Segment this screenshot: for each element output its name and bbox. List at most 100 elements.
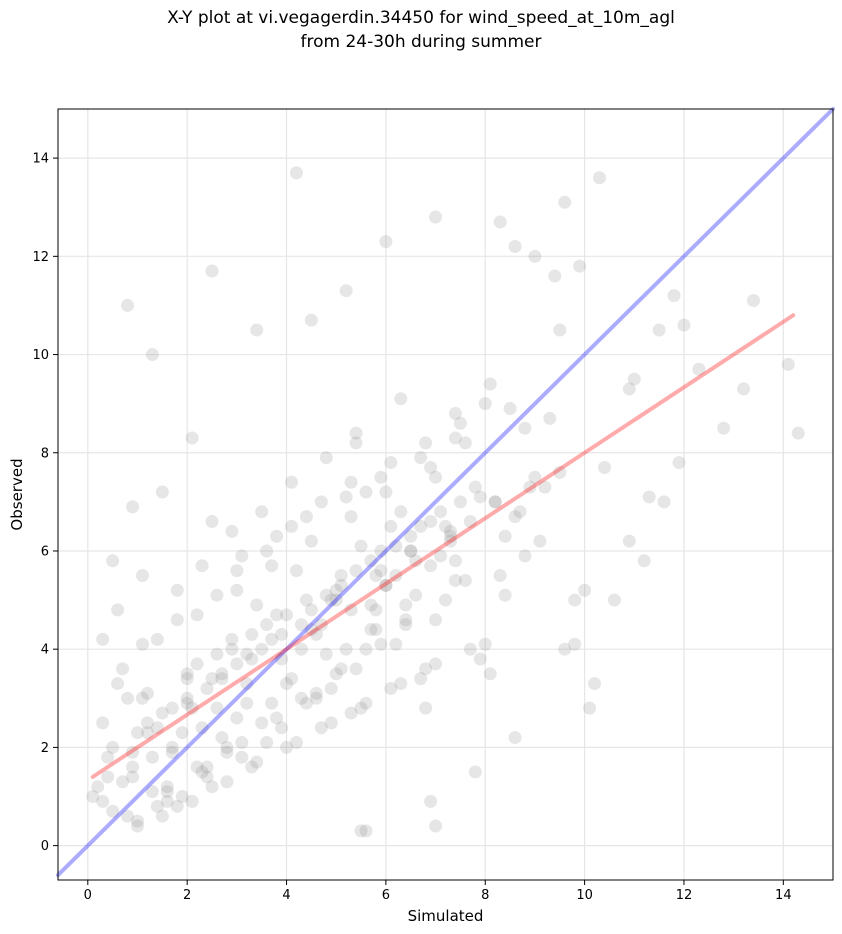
data-point: [344, 475, 358, 489]
data-point: [553, 465, 567, 479]
data-point: [652, 323, 666, 337]
data-point: [359, 485, 373, 499]
data-point: [424, 515, 438, 529]
data-point: [439, 593, 452, 607]
data-point: [448, 406, 462, 420]
data-point: [354, 701, 368, 715]
data-point: [508, 510, 522, 524]
data-point: [225, 632, 239, 646]
x-tick-label: 4: [282, 888, 290, 903]
data-point: [364, 554, 378, 568]
data-point: [374, 637, 388, 651]
data-point: [126, 770, 140, 784]
data-point: [304, 534, 318, 548]
data-point: [518, 421, 532, 435]
data-point: [180, 696, 194, 710]
data-point: [359, 642, 373, 656]
data-point: [126, 500, 140, 514]
data-point: [289, 166, 303, 180]
data-point: [195, 559, 209, 573]
data-point: [170, 799, 184, 813]
data-point: [409, 588, 423, 602]
data-point: [791, 426, 805, 440]
data-point: [96, 632, 110, 646]
data-point: [553, 323, 567, 337]
data-point: [468, 480, 482, 494]
data-point: [334, 578, 348, 592]
data-point: [230, 564, 244, 578]
data-point: [260, 618, 274, 632]
data-point: [443, 534, 457, 548]
data-point: [369, 623, 383, 637]
data-point: [284, 519, 298, 533]
data-point: [280, 608, 294, 622]
y-tick-label: 10: [32, 348, 49, 363]
data-point: [642, 490, 656, 504]
data-point: [568, 593, 582, 607]
data-point: [488, 495, 502, 509]
data-point: [369, 569, 383, 583]
data-point: [140, 716, 154, 730]
data-point: [275, 652, 289, 666]
data-point: [483, 377, 497, 391]
data-point: [180, 667, 194, 681]
data-point: [458, 436, 472, 450]
data-point: [657, 495, 671, 509]
data-point: [453, 416, 467, 430]
data-point: [140, 726, 154, 740]
reference-lines: [56, 107, 835, 878]
data-point: [329, 667, 343, 681]
data-point: [155, 485, 169, 499]
data-point: [781, 357, 795, 371]
data-point: [488, 495, 502, 509]
data-point: [319, 451, 333, 465]
data-point: [205, 264, 219, 278]
data-point: [265, 696, 279, 710]
data-point: [637, 554, 651, 568]
data-point: [121, 298, 135, 312]
data-point: [200, 681, 214, 695]
data-point: [121, 691, 135, 705]
data-point: [165, 701, 179, 715]
data-point: [200, 770, 214, 784]
axis-ticks: 0 2 4 6 8 10 12 14 0 2 4 6 8 10 12 14: [32, 152, 791, 903]
data-point: [130, 819, 144, 833]
data-point: [458, 573, 472, 587]
data-point: [344, 603, 358, 617]
data-point: [429, 613, 443, 627]
data-point: [344, 706, 358, 720]
data-point: [717, 421, 731, 435]
data-point: [309, 686, 323, 700]
data-point: [389, 539, 403, 553]
data-point: [299, 593, 313, 607]
data-point: [448, 573, 462, 587]
y-tick-label: 14: [32, 152, 49, 167]
data-point: [126, 745, 140, 759]
data-point: [627, 372, 641, 386]
data-point: [339, 642, 353, 656]
data-point: [473, 490, 487, 504]
data-point: [309, 691, 323, 705]
data-point: [265, 559, 279, 573]
data-point: [235, 549, 249, 563]
data-point: [558, 195, 572, 209]
data-point: [404, 544, 418, 558]
data-point: [180, 691, 194, 705]
data-point: [354, 539, 368, 553]
y-tick-label: 0: [41, 839, 49, 854]
data-point: [255, 642, 269, 656]
data-point: [374, 564, 388, 578]
data-point: [443, 529, 457, 543]
data-point: [314, 618, 328, 632]
data-point: [513, 505, 527, 519]
data-point: [493, 215, 507, 229]
data-point: [538, 480, 552, 494]
data-point: [429, 470, 443, 484]
data-point: [478, 397, 492, 411]
data-point: [384, 519, 398, 533]
data-point: [334, 662, 348, 676]
data-point: [518, 549, 532, 563]
data-point: [369, 603, 383, 617]
data-point: [294, 618, 308, 632]
